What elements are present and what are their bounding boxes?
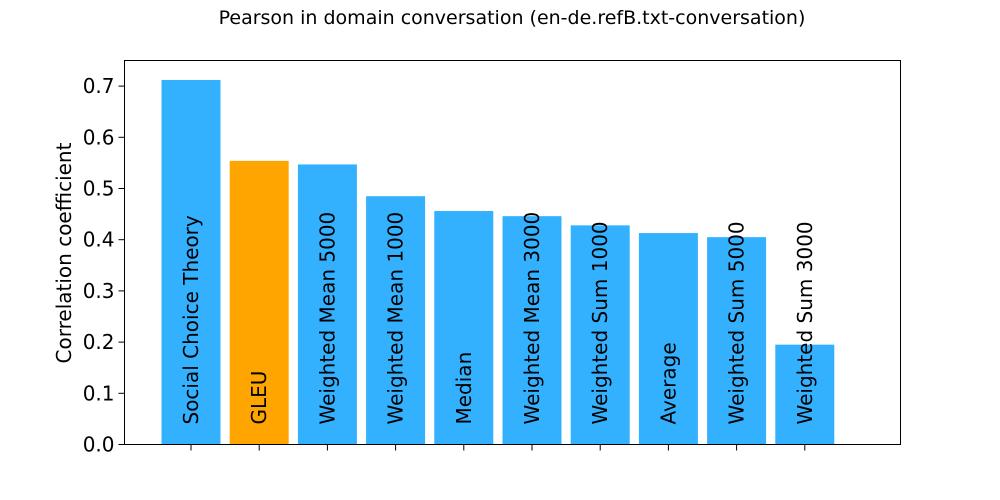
bar-labels-group: Social Choice Theory GLEU Weighted Mean 50… bbox=[179, 212, 817, 425]
bar bbox=[161, 79, 221, 445]
bar bbox=[434, 211, 494, 445]
y-tick-label: 0.4 bbox=[83, 228, 115, 252]
x-axis bbox=[190, 444, 806, 451]
y-axis-label: Correlation coefficient bbox=[52, 142, 76, 363]
y-axis: 0.0 0.1 0.2 0.3 0.4 0.5 0.6 0.7 bbox=[83, 74, 125, 457]
bar-label: GLEU bbox=[247, 371, 271, 425]
y-tick-label: 0.0 bbox=[83, 433, 115, 457]
bar-label: Weighted Sum 3000 bbox=[793, 221, 817, 424]
bar bbox=[707, 237, 767, 445]
y-tick-label: 0.1 bbox=[83, 381, 115, 405]
bar bbox=[775, 344, 835, 445]
bar bbox=[297, 164, 357, 445]
bar-label: Weighted Mean 5000 bbox=[315, 212, 339, 425]
bar bbox=[638, 233, 698, 445]
bar bbox=[570, 225, 630, 445]
bar-label: Social Choice Theory bbox=[179, 215, 203, 424]
bar bbox=[229, 160, 289, 445]
y-tick-label: 0.6 bbox=[83, 125, 115, 149]
bar-label: Weighted Mean 3000 bbox=[520, 212, 544, 425]
bar bbox=[502, 216, 562, 445]
bar-label: Average bbox=[656, 342, 680, 424]
bars-group bbox=[161, 79, 835, 445]
plot-frame bbox=[124, 60, 901, 445]
chart-title: Pearson in domain conversation (en-de.re… bbox=[219, 7, 806, 29]
bar-label: Weighted Sum 5000 bbox=[725, 221, 749, 424]
y-tick-label: 0.2 bbox=[83, 330, 115, 354]
bar-label: Weighted Mean 1000 bbox=[384, 212, 408, 425]
bar-label: Weighted Sum 1000 bbox=[588, 221, 612, 424]
bar bbox=[366, 196, 426, 445]
y-tick-label: 0.5 bbox=[83, 177, 115, 201]
bar-label: Median bbox=[452, 352, 476, 425]
y-tick-label: 0.7 bbox=[83, 74, 115, 98]
y-tick-label: 0.3 bbox=[83, 279, 115, 303]
